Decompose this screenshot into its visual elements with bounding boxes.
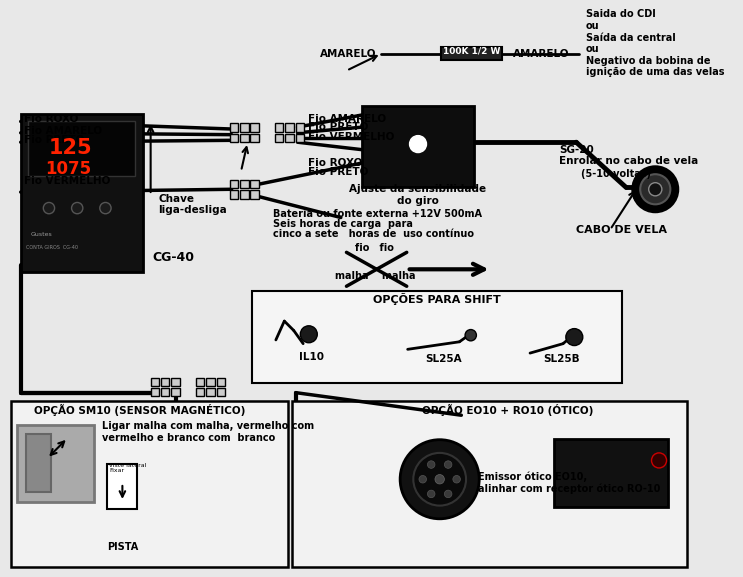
- Text: SL25A: SL25A: [426, 354, 462, 364]
- Text: Seis horas de carga  para: Seis horas de carga para: [273, 219, 413, 229]
- Bar: [250, 180, 259, 188]
- Text: Fio PRETO: Fio PRETO: [308, 167, 369, 177]
- Bar: [107, 464, 137, 509]
- Text: 125: 125: [49, 138, 93, 158]
- Bar: [253, 291, 623, 383]
- Circle shape: [400, 440, 479, 519]
- Bar: [240, 190, 249, 198]
- Bar: [250, 134, 259, 142]
- Text: PISTA: PISTA: [107, 542, 138, 552]
- Text: OPÇÃO EO10 + RO10 (ÓTICO): OPÇÃO EO10 + RO10 (ÓTICO): [422, 403, 593, 415]
- Circle shape: [43, 203, 54, 213]
- Text: Fio PRETO: Fio PRETO: [24, 136, 84, 145]
- Circle shape: [566, 329, 583, 346]
- Bar: [216, 377, 225, 386]
- Bar: [196, 388, 204, 396]
- Bar: [172, 377, 180, 386]
- Circle shape: [444, 490, 452, 498]
- Circle shape: [649, 183, 662, 196]
- Bar: [230, 134, 239, 142]
- Circle shape: [444, 461, 452, 469]
- Bar: [196, 377, 204, 386]
- Text: Ligar malha com malha, vermelho com
vermelho e branco com  branco: Ligar malha com malha, vermelho com verm…: [102, 421, 314, 443]
- Text: Fio PRETO: Fio PRETO: [308, 122, 369, 132]
- Circle shape: [100, 203, 111, 213]
- Text: Fio ROXO: Fio ROXO: [308, 158, 363, 168]
- Bar: [292, 401, 687, 567]
- Text: CABO DE VELA: CABO DE VELA: [576, 225, 667, 235]
- Bar: [151, 377, 159, 386]
- Bar: [26, 434, 51, 492]
- Bar: [240, 180, 249, 188]
- Text: fio   fio: fio fio: [355, 243, 394, 253]
- Text: CG-40: CG-40: [152, 250, 195, 264]
- Text: malha    malha: malha malha: [335, 271, 415, 281]
- Bar: [207, 388, 215, 396]
- Text: Bateria ou fonte externa +12V 500mA: Bateria ou fonte externa +12V 500mA: [273, 209, 482, 219]
- Bar: [285, 134, 293, 142]
- Bar: [275, 123, 283, 132]
- Text: Fio AMARELO: Fio AMARELO: [308, 114, 386, 123]
- Circle shape: [409, 136, 426, 152]
- Bar: [275, 134, 283, 142]
- Text: Fio ROXO: Fio ROXO: [24, 114, 78, 123]
- Circle shape: [633, 167, 678, 212]
- Text: AMARELO: AMARELO: [320, 48, 377, 59]
- Bar: [28, 122, 134, 176]
- Bar: [296, 123, 304, 132]
- Circle shape: [452, 475, 461, 483]
- Bar: [250, 123, 259, 132]
- Text: IL10: IL10: [299, 352, 325, 362]
- Bar: [11, 401, 288, 567]
- Bar: [240, 123, 249, 132]
- Text: Saida do CDI
ou
Saída da central
ou
Negativo da bobina de
ignição de uma das vel: Saida do CDI ou Saída da central ou Nega…: [585, 9, 724, 77]
- Circle shape: [427, 461, 435, 469]
- Text: OPÇÃO SM10 (SENSOR MAGNÉTICO): OPÇÃO SM10 (SENSOR MAGNÉTICO): [34, 403, 245, 415]
- Circle shape: [652, 453, 666, 468]
- Text: Fio AMARELO: Fio AMARELO: [24, 126, 102, 136]
- Text: 100K 1/2 W: 100K 1/2 W: [443, 46, 500, 55]
- Bar: [161, 377, 169, 386]
- Bar: [207, 377, 215, 386]
- Bar: [216, 388, 225, 396]
- Bar: [441, 47, 502, 60]
- Bar: [172, 388, 180, 396]
- Circle shape: [419, 475, 426, 483]
- Circle shape: [300, 326, 317, 343]
- Circle shape: [413, 453, 466, 505]
- Bar: [17, 425, 94, 502]
- Text: SG-20
Enrolar no cabo de vela: SG-20 Enrolar no cabo de vela: [559, 145, 698, 166]
- Bar: [161, 388, 169, 396]
- Circle shape: [435, 474, 444, 484]
- Circle shape: [427, 490, 435, 498]
- Text: AMARELO: AMARELO: [513, 48, 570, 59]
- Bar: [554, 439, 669, 507]
- Bar: [21, 114, 143, 272]
- Bar: [151, 388, 159, 396]
- Text: Fio VERMELHO: Fio VERMELHO: [24, 176, 110, 186]
- Circle shape: [640, 174, 670, 204]
- Bar: [296, 134, 304, 142]
- Circle shape: [465, 329, 476, 341]
- Bar: [250, 190, 259, 198]
- Bar: [285, 123, 293, 132]
- Text: Gustes: Gustes: [30, 232, 52, 237]
- Text: cinco a sete   horas de  uso contínuo: cinco a sete horas de uso contínuo: [273, 230, 474, 239]
- Text: Emissor ótico EO10,
alinhar com receptor ótico RO-10: Emissor ótico EO10, alinhar com receptor…: [478, 471, 661, 494]
- Bar: [240, 134, 249, 142]
- Circle shape: [71, 203, 83, 213]
- Text: Ajuste da sensibilidade
do giro: Ajuste da sensibilidade do giro: [349, 184, 487, 206]
- Bar: [230, 180, 239, 188]
- Text: CONTA GIROS  CG-40: CONTA GIROS CG-40: [26, 245, 78, 250]
- Text: SL25B: SL25B: [543, 354, 580, 364]
- Bar: [363, 106, 473, 188]
- Text: 1075: 1075: [45, 160, 91, 178]
- Bar: [230, 123, 239, 132]
- Bar: [230, 190, 239, 198]
- Text: Fio VERMELHO: Fio VERMELHO: [308, 132, 395, 141]
- Text: viste lateral
Fixar: viste lateral Fixar: [109, 463, 146, 473]
- Text: Chave
liga-desliga: Chave liga-desliga: [158, 193, 227, 215]
- Text: (5-10 voltas): (5-10 voltas): [581, 169, 651, 179]
- Text: OPÇÕES PARA SHIFT: OPÇÕES PARA SHIFT: [373, 293, 501, 305]
